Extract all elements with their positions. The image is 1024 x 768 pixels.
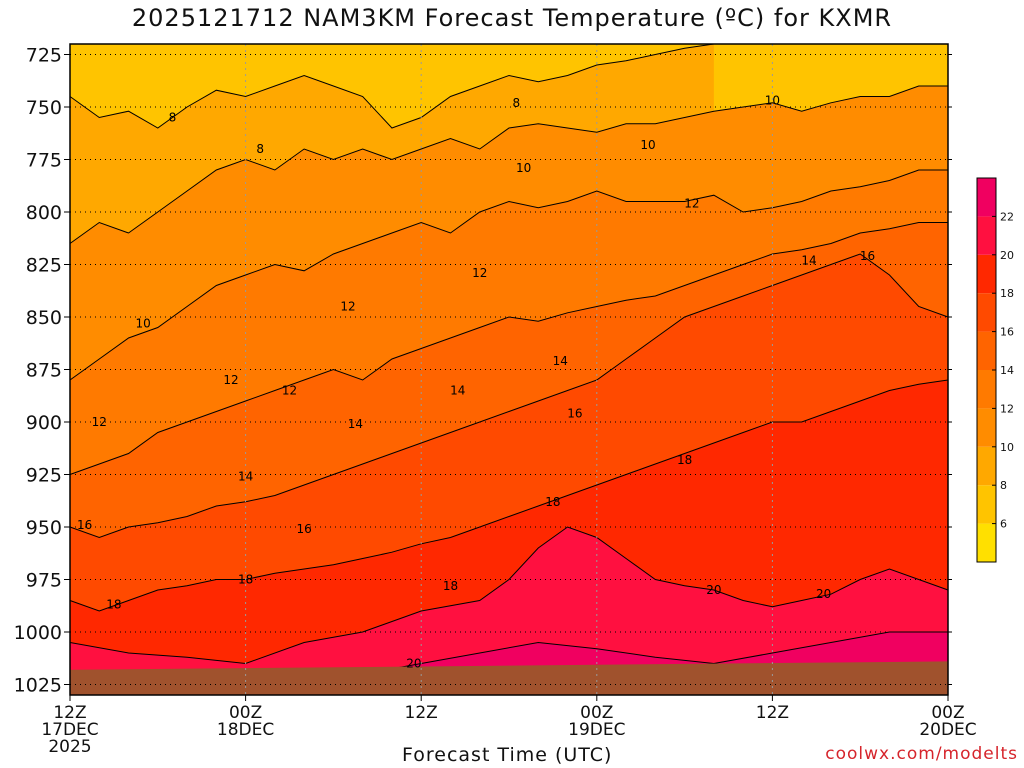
contour-label: 14 — [801, 253, 816, 267]
x-tick-label: 18DEC — [217, 720, 274, 740]
contour-label: 14 — [450, 384, 465, 398]
isotherm-line-16 — [69, 253, 949, 539]
contour-label: 8 — [512, 96, 520, 110]
y-tick-label: 1000 — [14, 622, 62, 644]
isotherm-line-22 — [362, 631, 948, 675]
x-axis-label: Forecast Time (UTC) — [402, 744, 613, 766]
colorbar-label: 20 — [1000, 249, 1014, 262]
y-tick-label: 750 — [26, 97, 62, 119]
y-tick-label: 725 — [26, 45, 62, 67]
colorbar-swatch — [977, 216, 996, 255]
y-tick-label: 825 — [26, 255, 62, 277]
colorbar-swatch — [977, 370, 996, 409]
contour-label: 18 — [677, 453, 692, 467]
x-tick-label: 12Z — [53, 703, 86, 723]
y-tick-label: 775 — [26, 150, 62, 172]
contour-label: 16 — [296, 522, 311, 536]
isotherm-line-20 — [69, 526, 949, 665]
colorbar-swatch — [977, 446, 996, 486]
contour-label: 16 — [77, 518, 92, 532]
contour-label: 20 — [406, 657, 421, 671]
x-tick-label: 00Z — [580, 703, 613, 723]
x-tick-label: 12Z — [405, 703, 438, 723]
colorbar-label: 8 — [1000, 479, 1007, 492]
contour-label: 12 — [340, 300, 355, 314]
y-tick-label: 950 — [26, 517, 62, 539]
isotherm-line-14 — [69, 222, 948, 475]
contour-label: 18 — [106, 598, 121, 612]
colorbar-label: 12 — [1000, 402, 1014, 415]
x-tick-label: 19DEC — [568, 720, 625, 740]
x-tick-label: 17DEC — [41, 720, 98, 740]
contour-label: 12 — [282, 384, 297, 398]
contour-label: 14 — [348, 417, 363, 431]
isotherm-line-10 — [69, 85, 948, 244]
contour-label: 10 — [640, 138, 655, 152]
colorbar-label: 16 — [1000, 326, 1014, 339]
y-tick-label: 1025 — [14, 675, 62, 697]
colorbar-label: 10 — [1000, 441, 1014, 454]
isotherm-line-8 — [69, 43, 714, 129]
colorbar-label: 22 — [1000, 210, 1014, 223]
colorbar-swatch — [977, 523, 996, 562]
contour-label: 18 — [238, 573, 253, 587]
contour-label: 12 — [684, 197, 699, 211]
isotherm-fill-20 — [70, 527, 948, 695]
chart-title: 2025121712 NAM3KM Forecast Temperature (… — [131, 4, 893, 32]
colorbar-swatch — [977, 331, 996, 370]
contour-label: 8 — [256, 142, 264, 156]
credit-text: coolwx.com/modelts — [825, 744, 1018, 764]
contour-label: 12 — [472, 266, 487, 280]
contour-label: 12 — [223, 373, 238, 387]
colorbar-swatch — [977, 254, 996, 294]
contour-label: 16 — [860, 249, 875, 263]
colorbar-label: 18 — [1000, 287, 1014, 300]
y-tick-label: 975 — [26, 570, 62, 592]
y-tick-label: 800 — [26, 202, 62, 224]
y-tick-label: 850 — [26, 307, 62, 329]
contour-label: 10 — [136, 316, 151, 330]
contour-label: 14 — [553, 354, 568, 368]
x-tick-label: 00Z — [229, 703, 262, 723]
colorbar-label: 6 — [1000, 518, 1007, 531]
y-tick-label: 925 — [26, 465, 62, 487]
ground-surface — [70, 661, 948, 695]
contour-label: 10 — [765, 94, 780, 108]
contour-label: 18 — [545, 495, 560, 509]
x-tick-label: 2025 — [48, 737, 91, 757]
contour-label: 14 — [238, 470, 253, 484]
isotherm-line-12 — [69, 169, 948, 381]
contour-label: 18 — [443, 579, 458, 593]
colorbar-label: 14 — [1000, 364, 1014, 377]
contour-label: 8 — [169, 111, 177, 125]
x-tick-label: 00Z — [931, 703, 964, 723]
y-tick-label: 900 — [26, 412, 62, 434]
x-tick-label: 12Z — [756, 703, 789, 723]
isotherm-line-18 — [69, 379, 949, 612]
contour-label: 16 — [567, 407, 582, 421]
colorbar-swatch — [977, 178, 996, 217]
colorbar-swatch — [977, 485, 996, 524]
contour-label: 12 — [92, 415, 107, 429]
contour-label: 20 — [706, 583, 721, 597]
contour-label: 10 — [516, 161, 531, 175]
contour-label: 20 — [816, 587, 831, 601]
y-tick-label: 875 — [26, 360, 62, 382]
colorbar-swatch — [977, 293, 996, 332]
x-tick-label: 20DEC — [919, 720, 976, 740]
colorbar-swatch — [977, 408, 996, 447]
